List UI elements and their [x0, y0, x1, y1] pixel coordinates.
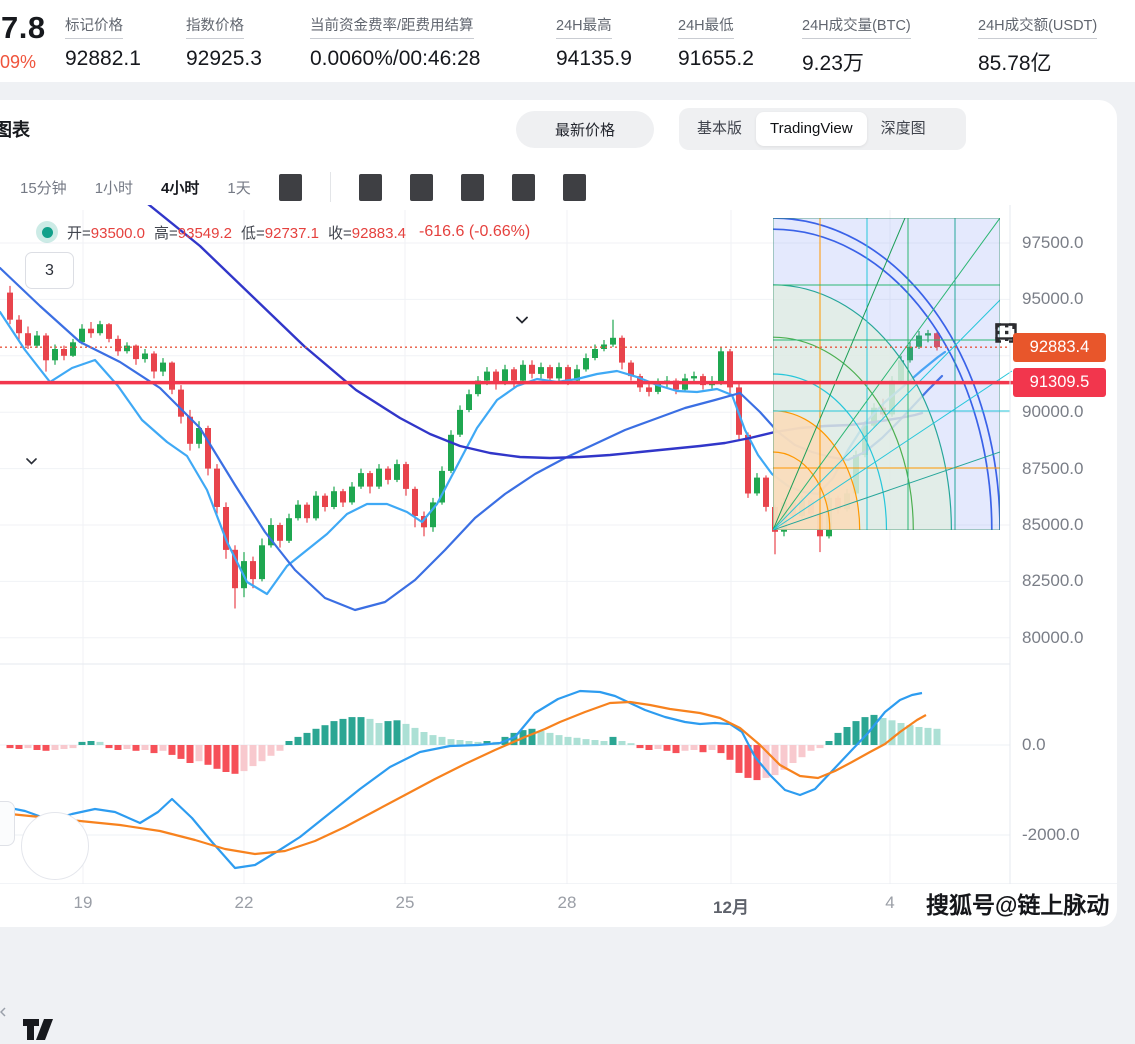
last-price-badge: 92883.4	[1013, 333, 1106, 362]
timeframe-1h[interactable]: 1小时	[94, 179, 134, 197]
grid-dots-icon[interactable]	[996, 118, 1097, 341]
toolbar-glyph-button[interactable]	[511, 173, 535, 201]
stat-mark-price: 标记价格 92882.1	[65, 14, 141, 71]
tab-depth[interactable]: 深度图	[880, 120, 926, 137]
series-marker-icon[interactable]	[36, 221, 58, 243]
time-axis-label: 12月	[713, 898, 749, 917]
stat-24h-low: 24H最低 91655.2	[678, 14, 754, 71]
toolbar-glyph-button[interactable]	[409, 173, 433, 201]
chevron-down-icon	[516, 316, 528, 324]
time-axis-label: 25	[395, 893, 415, 912]
tab-basic[interactable]: 基本版	[697, 120, 743, 137]
timeframe-4h[interactable]: 4小时	[161, 179, 200, 197]
price-change-partial: 09%	[0, 52, 37, 72]
timeframe-toolbar: 15分钟 1小时 4小时 1天	[20, 172, 586, 202]
price-axis-label: 87500.0	[1022, 458, 1084, 478]
stat-index-price: 指数价格 92925.3	[186, 14, 262, 71]
chart-type-tabs: 基本版 TradingView 深度图	[679, 108, 966, 150]
price-mode-dropdown[interactable]: 最新价格	[516, 111, 654, 324]
price-axis-label: 85000.0	[1022, 515, 1084, 534]
fullscreen-icon[interactable]	[995, 118, 1057, 343]
stat-24h-volume: 24H成交量(BTC) 9.23万	[802, 14, 911, 77]
candle-change: -616.6 (-0.66%)	[419, 223, 531, 240]
alert-price-badge: 91309.5	[1013, 368, 1106, 397]
stat-24h-turnover: 24H成交额(USDT) 85.78亿	[978, 14, 1098, 77]
price-axis-label: 80000.0	[1022, 627, 1084, 647]
tradingview-logo-icon	[23, 1019, 53, 1040]
indicator-count: 3	[45, 261, 54, 279]
price-axis-label: 82500.0	[1022, 571, 1084, 591]
time-axis-label: 19	[73, 893, 93, 912]
window-icon[interactable]	[995, 118, 1017, 340]
watermark: 搜狐号@链上脉动	[926, 892, 1110, 918]
price-axis-label: 97500.0	[1022, 233, 1084, 252]
toolbar-glyph-button[interactable]	[358, 173, 382, 201]
toolbar-divider	[329, 172, 331, 202]
tradingview-logo[interactable]	[21, 812, 89, 1040]
tab-tradingview[interactable]: TradingView	[756, 112, 867, 146]
top-stats-bar: 7.8 09% 标记价格 92882.1 指数价格 92925.3 当前资金费率…	[0, 0, 1135, 82]
toolbar-glyph-button[interactable]	[460, 173, 484, 201]
page-title: 图表	[0, 120, 30, 140]
ohlc-legend: 开=93500.0 高=93549.2 低=92737.1 收=92883.4 …	[36, 221, 530, 243]
background-band	[0, 82, 1135, 100]
indicators-collapse-button[interactable]: 3	[25, 252, 74, 465]
time-axis-label: 22	[234, 893, 254, 912]
stat-funding-rate: 当前资金费率/距费用结算 0.0060%/00:46:28	[310, 14, 480, 71]
scroll-left-tab[interactable]	[0, 801, 15, 1017]
macd-axis-label: -2000.0	[1022, 825, 1080, 844]
chevron-down-icon	[26, 458, 37, 465]
macd-axis-label: 0.0	[1022, 735, 1046, 754]
stat-24h-high: 24H最高 94135.9	[556, 14, 632, 71]
chevron-left-icon	[0, 1007, 6, 1017]
price-axis-label: 90000.0	[1022, 402, 1084, 422]
time-axis-label: 28	[557, 893, 577, 912]
toolbar-glyph-button[interactable]	[562, 173, 586, 201]
time-axis-label: 4	[885, 893, 895, 912]
timeframe-15m[interactable]: 15分钟	[20, 179, 67, 197]
price-mode-label: 最新价格	[554, 122, 615, 139]
timeframe-1d[interactable]: 1天	[227, 179, 251, 197]
price-axis-label: 95000.0	[1022, 289, 1084, 309]
header-icon-group	[995, 118, 1097, 343]
toolbar-glyph-button[interactable]	[278, 173, 302, 201]
price-chart-canvas[interactable]	[0, 205, 1135, 884]
last-price-partial: 7.8	[1, 10, 46, 45]
